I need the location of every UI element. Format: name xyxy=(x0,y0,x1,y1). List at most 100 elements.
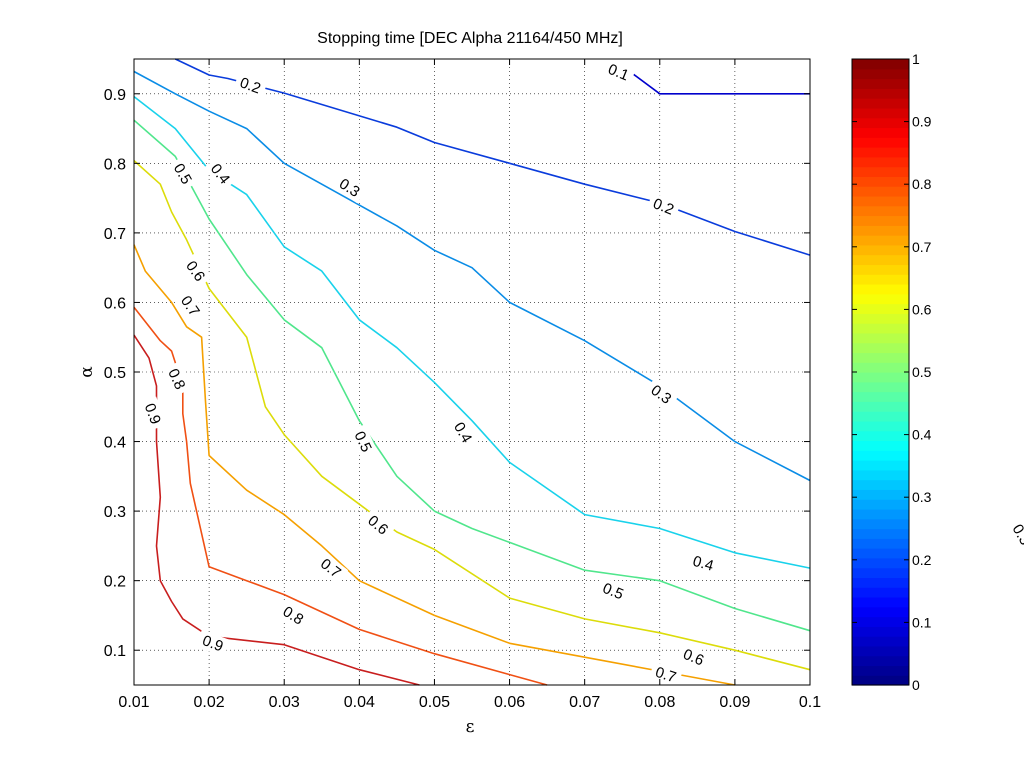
colorbar-tick-label: 0.8 xyxy=(912,176,932,192)
colorbar-stripe xyxy=(852,205,909,217)
contour-label: 0.1 xyxy=(601,58,636,87)
colorbar-stripe xyxy=(852,606,909,618)
contour-label-gap xyxy=(174,288,207,324)
contour-lines xyxy=(133,58,811,686)
contour-label-gap xyxy=(313,551,349,585)
colorbar-stripe xyxy=(852,186,909,197)
colorbar-stripe xyxy=(852,78,909,89)
colorbar-stripe xyxy=(852,391,909,402)
contour-label-gap xyxy=(167,156,199,192)
contour-label-gap xyxy=(676,643,711,672)
y-tick-label: 0.7 xyxy=(104,226,126,243)
colorbar-stripe xyxy=(852,538,909,549)
y-tick-label: 0.3 xyxy=(104,504,126,521)
colorbar-tick-label: 0.5 xyxy=(912,364,932,380)
colorbar-tick-label: 0.4 xyxy=(912,427,932,443)
colorbar-stripe xyxy=(852,147,909,158)
contour-line-0.8 xyxy=(133,306,548,686)
x-tick-label: 0.03 xyxy=(269,694,300,711)
colorbar-stripe xyxy=(852,195,909,207)
colorbar-gradient xyxy=(852,59,909,686)
colorbar-stripe xyxy=(852,342,909,354)
colorbar-stripe xyxy=(852,225,909,236)
colorbar-tick-label: 0.7 xyxy=(912,239,932,255)
contour-label-gap xyxy=(195,629,231,657)
colorbar-tick-label: 0.2 xyxy=(912,552,932,568)
colorbar-stripe xyxy=(852,440,909,451)
x-tick-label: 0.07 xyxy=(569,694,600,711)
contour-line-0.3 xyxy=(133,70,811,482)
colorbar-stripe xyxy=(852,528,909,539)
contour-label: 0.9 xyxy=(195,629,231,657)
colorbar-stripe xyxy=(852,430,909,442)
colorbar-stripe xyxy=(852,264,909,275)
y-tick-label: 0.2 xyxy=(104,574,126,591)
contour-line-0.2 xyxy=(174,58,811,256)
colorbar-stripe xyxy=(852,323,909,334)
y-tick-label: 0.1 xyxy=(104,643,126,660)
colorbar-stripe xyxy=(852,107,909,119)
contour-label-gap xyxy=(447,415,479,450)
colorbar-stripe xyxy=(852,362,909,373)
colorbar-stripe xyxy=(852,244,909,256)
contour-label: 0.6 xyxy=(676,643,711,672)
colorbar-stripe xyxy=(852,626,909,637)
contour-label: 0.4 xyxy=(686,550,721,577)
contour-label: 0.2 xyxy=(233,71,268,99)
contour-label-gap xyxy=(686,550,721,577)
contour-label-text: 0.6 xyxy=(681,646,707,670)
colorbar-stripe xyxy=(852,675,909,686)
contour-label-text: 0.2 xyxy=(650,195,676,219)
y-axis-label: α xyxy=(77,366,97,378)
colorbar-stripe xyxy=(852,636,909,647)
colorbar-stripe xyxy=(852,567,909,579)
contour-label-gap xyxy=(332,171,368,204)
contour-label-gap xyxy=(595,577,631,606)
colorbar-stripe xyxy=(852,332,909,344)
colorbar-stripe xyxy=(852,499,909,510)
colorbar-ticks: 0 0.1 0.2 0.3 0.4 0.5 0.6 0.7 0.8 0.9 1 xyxy=(852,51,932,693)
colorbar-stripe xyxy=(852,68,909,80)
contour-label-text: 0.4 xyxy=(691,553,716,575)
contour-line-0.1 xyxy=(633,73,810,95)
colorbar-stripe xyxy=(852,587,909,598)
colorbar-stripe xyxy=(852,489,909,500)
contour-label-text: 0.2 xyxy=(238,74,263,97)
colorbar-stripe xyxy=(852,88,909,99)
colorbar-stripe xyxy=(852,401,909,412)
colorbar-stripe xyxy=(852,450,909,461)
contour-label-gap xyxy=(601,58,636,87)
contour-line-0.7 xyxy=(133,244,736,686)
contour-label-gap xyxy=(275,599,311,631)
contour-label-gap xyxy=(233,71,268,99)
contour-label-gap xyxy=(360,508,396,542)
contour-label: 0.2 xyxy=(646,192,681,221)
contour-label: 0.9 xyxy=(139,396,167,431)
contour-line-0.6 xyxy=(133,160,811,671)
y-tick-label: 0.5 xyxy=(104,365,126,382)
colorbar-tick-label: 1 xyxy=(912,51,920,67)
x-tick-label: 0.09 xyxy=(719,694,750,711)
colorbar-tick-label: 0 xyxy=(912,677,920,693)
colorbar-tick-label: 0.3 xyxy=(912,489,932,505)
y-tick-label: 0.6 xyxy=(104,295,126,312)
colorbar-stripe xyxy=(852,381,909,393)
colorbar-tick-label: 0.6 xyxy=(912,301,932,317)
colorbar-stripe xyxy=(852,460,909,471)
contour-label-gap xyxy=(646,192,681,221)
colorbar-stripe xyxy=(852,411,909,422)
chart-title: Stopping time [DEC Alpha 21164/450 MHz] xyxy=(317,30,623,47)
colorbar-stripe xyxy=(852,303,909,314)
colorbar-stripe xyxy=(852,127,909,138)
y-tick-label: 0.4 xyxy=(104,435,126,452)
colorbar-stripe xyxy=(852,479,909,490)
y-tick-label: 0.9 xyxy=(104,87,126,104)
contour-label-text: 0.1 xyxy=(605,61,631,85)
x-tick-label: 0.04 xyxy=(344,694,375,711)
colorbar-stripe xyxy=(852,156,909,168)
x-axis-label: ε xyxy=(466,717,475,737)
y-tick-label: 0.8 xyxy=(104,156,126,173)
colorbar-stripe xyxy=(852,372,909,383)
colorbar-stripe xyxy=(852,469,909,481)
contour-label-text: 0.5 xyxy=(600,580,626,604)
